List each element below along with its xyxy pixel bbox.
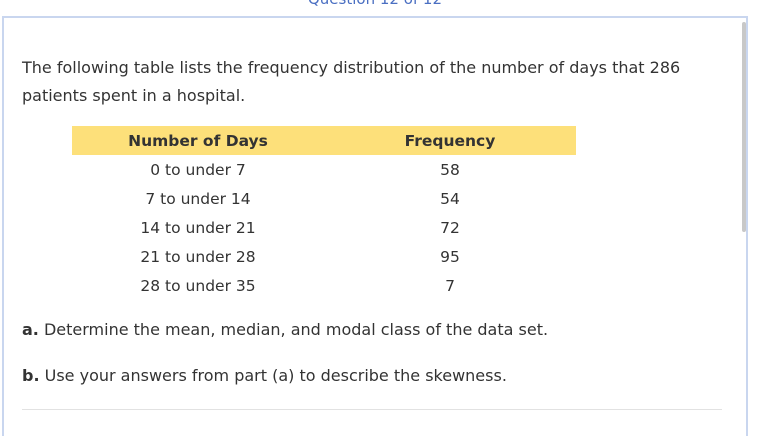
part-b: b. Use your answers from part (a) to des…	[22, 366, 507, 385]
question-number: Question 12 of 12	[0, 0, 750, 8]
scrollbar[interactable]	[742, 22, 746, 232]
table-cell: 58	[440, 160, 460, 179]
part-a: a. Determine the mean, median, and modal…	[22, 320, 548, 339]
table-cell: 0 to under 7	[150, 160, 246, 179]
table-row: 28 to under 35 7	[72, 271, 576, 300]
table-cell: 14 to under 21	[140, 218, 256, 237]
table-cell: 28 to under 35	[140, 276, 256, 295]
table-cell: 72	[440, 218, 460, 237]
table-cell: 21 to under 28	[140, 247, 256, 266]
intro-text: The following table lists the frequency …	[22, 58, 681, 105]
table-row: 21 to under 28 95	[72, 242, 576, 271]
column-header: Frequency	[324, 126, 576, 155]
table-cell: 95	[440, 247, 460, 266]
part-text: Determine the mean, median, and modal cl…	[43, 320, 549, 339]
column-header: Number of Days	[72, 126, 324, 155]
part-label: b.	[22, 366, 40, 385]
table-cell: 54	[440, 189, 460, 208]
table-cell: 7	[445, 276, 455, 295]
divider	[22, 409, 722, 410]
table-row: 7 to under 14 54	[72, 184, 576, 213]
part-label: a.	[22, 320, 39, 339]
table-row: 0 to under 7 58	[72, 155, 576, 184]
page: {"header": {"title": "Question 12 of 12"…	[0, 0, 750, 436]
question-frame	[2, 16, 748, 436]
table-row: 14 to under 21 72	[72, 213, 576, 242]
table-cell: 7 to under 14	[145, 189, 251, 208]
frequency-table: Number of Days Frequency 0 to under 7 58 7…	[72, 126, 576, 300]
part-text: Use your answers from part (a) to descri…	[44, 366, 507, 385]
